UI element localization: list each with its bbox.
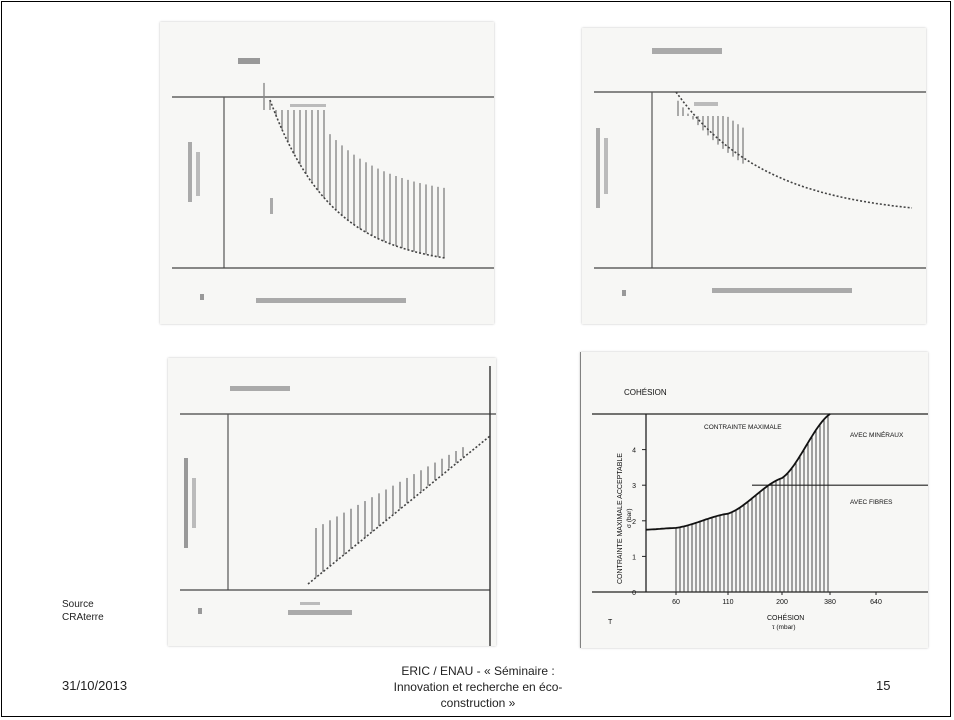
x-tick-label: 380 bbox=[824, 599, 836, 606]
x-tick-label: 110 bbox=[722, 599, 733, 606]
x-tick-label: 60 bbox=[672, 599, 680, 606]
y-axis-unit: σ (bar) bbox=[626, 508, 633, 528]
annotation-avec-fibres: AVEC FIBRES bbox=[850, 499, 893, 506]
chart-cohesion: COHÉSION 0 1 2 3 4 60 110 200 380 640 CONTRAINTE… bbox=[580, 352, 928, 648]
x-tick-label: 200 bbox=[776, 599, 788, 606]
source-line: CRAterre bbox=[62, 612, 104, 623]
chart-panel-top-right bbox=[582, 28, 926, 324]
footer-title-line: ERIC / ENAU - « Séminaire : bbox=[401, 664, 555, 678]
y-tick-label: 0 bbox=[632, 590, 636, 597]
limit-line bbox=[307, 435, 491, 585]
annotation-contrainte-maximale: CONTRAINTE MAXIMALE bbox=[704, 424, 782, 431]
chart-bottom-left bbox=[180, 366, 496, 646]
chart-panel-cohesion: COHÉSION 0 1 2 3 4 60 110 200 380 640 CONTRAINTE… bbox=[580, 352, 928, 648]
y-tick-label: 3 bbox=[632, 483, 636, 490]
curve bbox=[675, 91, 913, 209]
footer-title: ERIC / ENAU - « Séminaire : Innovation e… bbox=[352, 663, 604, 711]
footer-title-line: Innovation et recherche en éco- bbox=[393, 680, 563, 694]
chart-top-left bbox=[172, 58, 494, 303]
panel-marker: T bbox=[608, 619, 613, 626]
chart-title: COHÉSION bbox=[624, 388, 667, 397]
source-line: Source bbox=[62, 599, 94, 610]
contrainte-maximale-curve bbox=[645, 413, 831, 531]
page-number: 15 bbox=[876, 678, 891, 693]
annotation-avec-mineraux: AVEC MINÉRAUX bbox=[850, 430, 904, 439]
chart-panel-bottom-left bbox=[168, 358, 496, 646]
x-axis-label: COHÉSION bbox=[767, 613, 804, 622]
source-note: Source CRAterre bbox=[62, 598, 104, 624]
y-tick-label: 2 bbox=[632, 519, 636, 526]
chart-panel-top-left bbox=[160, 22, 494, 324]
x-tick-label: 640 bbox=[870, 599, 882, 606]
curve bbox=[269, 99, 447, 259]
x-axis-unit: τ (mbar) bbox=[772, 624, 796, 631]
y-axis-label: CONTRAINTE MAXIMALE ACCEPTABLE bbox=[617, 453, 624, 584]
y-tick-label: 1 bbox=[632, 554, 636, 561]
y-tick-label: 4 bbox=[632, 448, 636, 455]
footer-title-line: construction » bbox=[440, 696, 516, 710]
chart-top-right bbox=[594, 48, 926, 296]
footer-date: 31/10/2013 bbox=[62, 678, 128, 693]
